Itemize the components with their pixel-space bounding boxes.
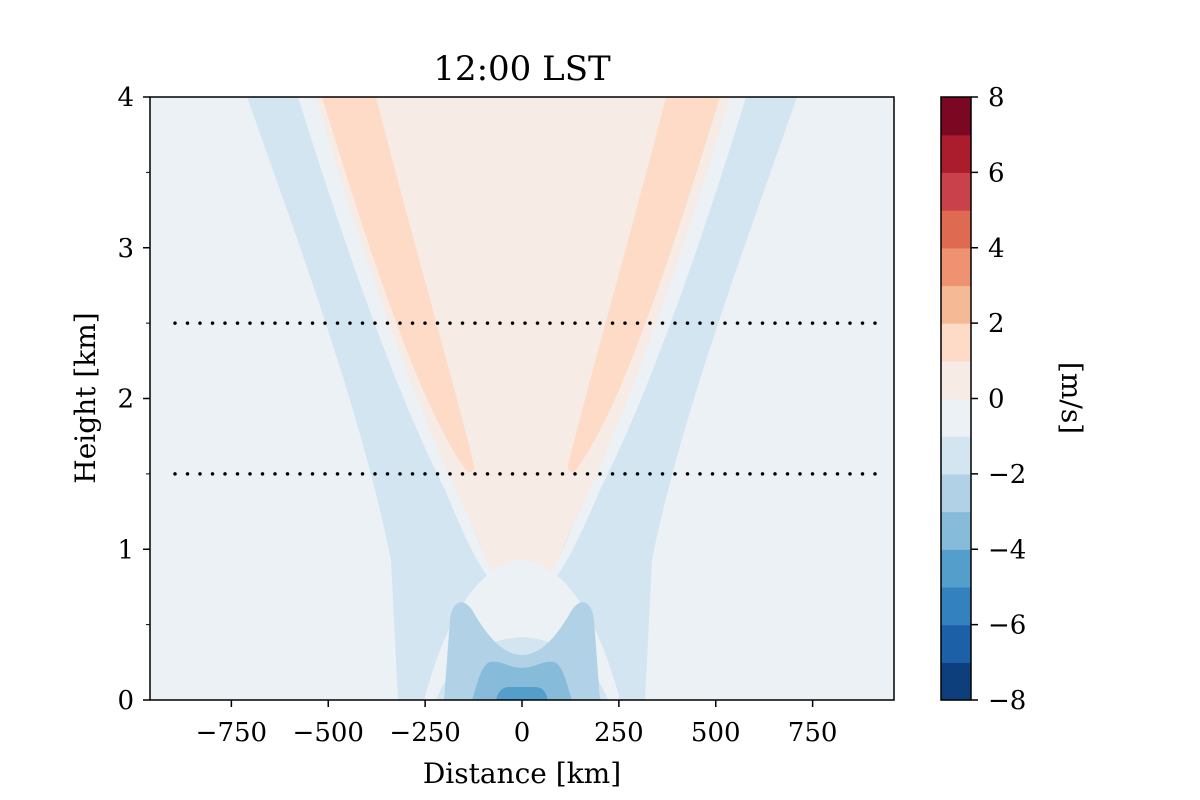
field-surface-minimum <box>496 687 548 700</box>
colorbar-segment <box>941 549 971 588</box>
field-v-inner-gap <box>298 97 746 600</box>
colorbar-segment <box>941 398 971 437</box>
y-tick-label: 1 <box>117 535 134 565</box>
colorbar-label: [m/s] <box>1055 362 1088 434</box>
x-tick-label: 0 <box>514 718 531 748</box>
field-surface-core <box>472 661 572 700</box>
colorbar-tick-label: −8 <box>988 686 1026 716</box>
colorbar-segment <box>941 323 971 362</box>
colorbar-tick-label: −6 <box>988 611 1026 641</box>
colorbar-segment <box>941 624 971 663</box>
colorbar-segment <box>941 134 971 173</box>
x-tick-label: −250 <box>389 718 460 748</box>
y-tick-label: 2 <box>117 385 134 415</box>
x-axis-label: Distance [km] <box>423 757 621 790</box>
colorbar-segment <box>941 172 971 211</box>
y-axis-label: Height [km] <box>69 312 102 483</box>
colorbar-tick-label: 0 <box>988 385 1005 415</box>
colorbar-segment <box>941 436 971 475</box>
y-axis: 0 1 2 3 4 <box>117 83 150 716</box>
x-axis: −750 −500 −250 0 250 500 750 <box>196 700 838 748</box>
x-tick-label: −500 <box>293 718 364 748</box>
colorbar-ticks: 8 6 4 2 0 −2 −4 −6 −8 <box>971 83 1026 716</box>
field-right-upper-jet <box>567 97 720 473</box>
colorbar-segment <box>941 511 971 550</box>
colorbar-tick-label: 8 <box>988 83 1005 113</box>
field-left-upper-jet <box>322 97 475 473</box>
colorbar-segment <box>941 586 971 626</box>
colorbar-segment <box>941 662 971 701</box>
colorbar-tick-label: −4 <box>988 535 1026 565</box>
colorbar-segment <box>941 360 971 400</box>
x-tick-label: 250 <box>594 718 644 748</box>
colorbar-segment <box>941 97 971 136</box>
x-tick-label: 750 <box>788 718 838 748</box>
field-upper-core <box>316 97 730 598</box>
y-tick-label: 3 <box>117 234 134 264</box>
x-tick-label: −750 <box>196 718 267 748</box>
colorbar-tick-label: 6 <box>988 158 1005 188</box>
x-tick-label: 500 <box>691 718 741 748</box>
colorbar-segment <box>941 473 971 513</box>
y-tick-label: 0 <box>117 686 134 716</box>
plot-area <box>150 97 894 700</box>
colorbar-segment <box>941 285 971 324</box>
colorbar-tick-label: 2 <box>988 309 1005 339</box>
chart-title: 12:00 LST <box>433 49 611 89</box>
colorbar <box>940 96 972 701</box>
colorbar-tick-label: −2 <box>988 460 1026 490</box>
colorbar-tick-label: 4 <box>988 234 1005 264</box>
colorbar-segment <box>941 210 971 249</box>
colorbar-segment <box>941 247 971 287</box>
y-tick-label: 4 <box>117 83 134 113</box>
